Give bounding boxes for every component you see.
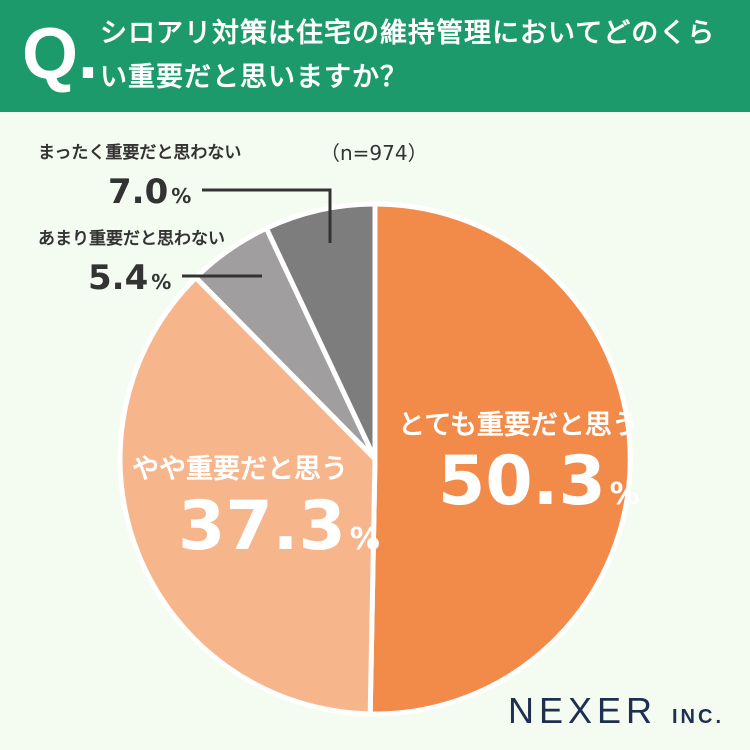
label-not-at-all: まったく重要だと思わない	[38, 142, 241, 163]
leader-line-not-at-all	[202, 188, 332, 243]
pie-slices	[117, 201, 633, 717]
slice-not-at-all	[263, 201, 378, 462]
nexer-logo: NEXER INC.	[508, 690, 724, 732]
label-not-very: あまり重要だと思わない	[38, 228, 225, 249]
value-not-very: 5.4%	[88, 258, 171, 298]
brand-suffix: INC.	[672, 706, 724, 728]
question-text: シロアリ対策は住宅の維持管理においてどのくらい重要だと思いますか？	[100, 18, 716, 93]
slice-somewhat	[117, 275, 378, 717]
q-mark: Q.	[22, 14, 99, 94]
question-header: Q. シロアリ対策は住宅の維持管理においてどのくらい重要だと思いますか？	[0, 0, 750, 112]
value-very: 50.3%	[438, 442, 640, 521]
sample-size-label: （n=974）	[320, 141, 428, 165]
label-very: とても重要だと思う	[398, 410, 639, 441]
slice-very	[367, 201, 633, 717]
value-somewhat: 37.3%	[178, 487, 380, 566]
value-not-at-all: 7.0%	[108, 172, 191, 212]
brand-name: NEXER	[507, 690, 657, 731]
label-somewhat: やや重要だと思う	[132, 454, 348, 485]
